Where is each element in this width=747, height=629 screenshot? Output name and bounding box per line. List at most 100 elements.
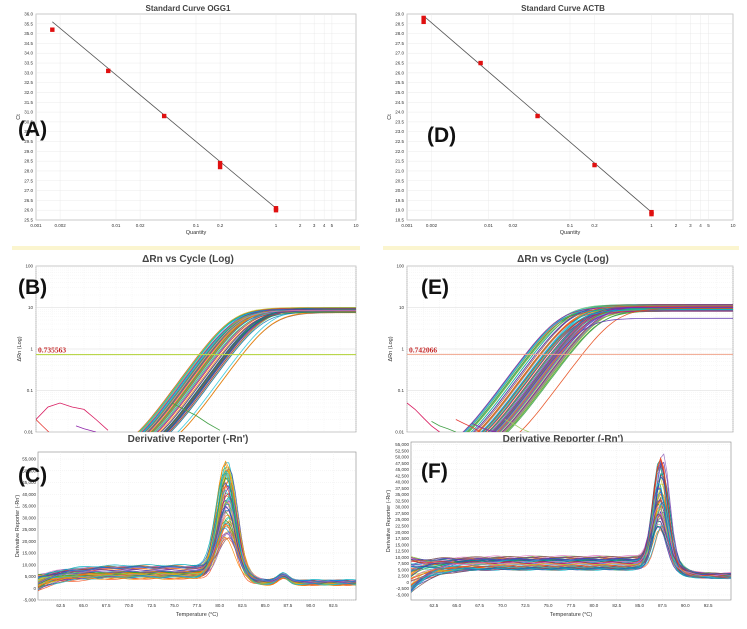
y-tick-label: -2,500 [396,586,409,591]
chart-svg: 25.526.026.527.027.528.028.529.029.530.0… [16,12,359,237]
y-tick-label: 34.5 [24,41,33,46]
y-tick-label: 33.5 [24,61,33,66]
y-tick-label: 40,000 [22,492,36,497]
y-tick-label: 26.5 [395,61,404,66]
y-tick-label: 29.0 [395,12,404,17]
y-tick-label: 29.5 [24,139,33,144]
y-tick-label: 31.0 [24,110,33,115]
y-tick-label: 0.1 [27,388,34,393]
y-axis-label: Derivative Reporter (-Rn') [15,495,21,558]
y-tick-label: 33.0 [24,70,33,75]
y-tick-label: 20,000 [22,539,36,544]
data-point [649,211,654,217]
threshold-label: 0.742066 [409,345,437,354]
y-tick-label: 21.0 [395,168,404,173]
y-tick-label: 31.5 [24,100,33,105]
x-tick-label: 92.5 [704,603,713,608]
amplification-curve [160,310,356,432]
x-tick-label: 1 [650,223,653,228]
chart-svg: 0.01 0.1 1 10 100 ΔRn (Log) 0.742066 [388,264,734,434]
data-point [217,160,223,166]
melt-curve [411,505,731,581]
y-tick-label: 52,500 [395,448,409,453]
y-tick-label: 32,500 [395,498,409,503]
data-point [217,164,223,170]
y-tick-label: 10,000 [395,555,409,560]
y-tick-label: 26.0 [24,208,33,213]
x-tick-label: 87.5 [658,603,667,608]
amplification-curve [145,310,356,432]
panel-standard-curve-actb: Standard Curve ACTB 18.5 19.0 19.5 20.0 20.5… [383,2,743,246]
y-tick-label: 5,000 [25,574,37,579]
melt-curve [38,505,356,583]
y-tick-label: 100 [396,264,404,269]
noise-trace [36,419,50,432]
y-tick-label: 100 [25,264,33,269]
y-tick-label: -5,000 [396,592,409,597]
y-tick-label: 0 [406,580,409,585]
melt-curve [38,470,356,586]
y-tick-label: 32.5 [24,80,33,85]
noise-trace [407,402,440,432]
panel-amplification-ogg1: ΔRn vs Cycle (Log) 0.01 0.1 1 10 100 ΔRn (Log… [12,252,364,434]
x-axis-label: Quantity [186,230,207,236]
y-axis-label: Ct [387,114,393,120]
panel-amplification-actb: ΔRn vs Cycle (Log) 0.01 0.1 1 10 100 ΔRn (Log… [383,252,743,434]
y-axis-label: ΔRn (Log) [17,336,23,361]
x-tick-label: 72.5 [147,603,156,608]
x-tick-label: 67.5 [102,603,111,608]
y-tick-label: 42,500 [395,473,409,478]
x-tick-label: 77.5 [193,603,202,608]
y-tick-label: 24.5 [395,100,404,105]
x-tick-label: 80.0 [589,603,598,608]
y-tick-label: 35,000 [22,504,36,509]
y-tick-label: 55,000 [395,442,409,447]
y-tick-label: 22.5 [395,139,404,144]
data-point [478,60,483,66]
y-tick-label: 25.5 [395,80,404,85]
noise-trace [455,419,481,432]
x-tick-label: 0.001 [401,223,413,228]
y-tick-label: 40,000 [395,480,409,485]
panel-label-C: (C) [18,464,48,487]
y-axis-label: ΔRn (Log) [388,336,394,361]
curve-group [36,307,356,432]
amplification-curve [165,307,356,432]
x-axis-label: Temperature (°C) [550,612,592,618]
amplification-curve [490,304,733,432]
melt-curve [38,477,356,585]
curve-group [407,304,733,432]
x-tick-label: 0.1 [567,223,574,228]
x-tick-label: 70.0 [124,603,133,608]
chart-title: Derivative Reporter (-Rn') [502,434,624,445]
x-tick-label: 0.002 [54,223,66,228]
melt-curve [38,460,356,587]
y-tick-label: 7,500 [398,561,410,566]
panel-label-B: (B) [18,276,48,299]
x-tick-label: 80.0 [215,603,224,608]
x-tick-label: 2 [299,223,302,228]
y-tick-label: 15,000 [395,542,409,547]
y-tick-label: 0.1 [398,388,405,393]
panel-melt-curve-ogg1: Derivative Reporter (-Rn') -5,000 0 5,000 1… [12,434,364,628]
amplification-curve [146,309,356,432]
y-tick-label: 20.5 [395,178,404,183]
amplification-curve [519,308,733,432]
noise-trace [504,419,530,432]
y-tick-label: 22.0 [395,149,404,154]
chart-svg: 0.01 0.1 1 10 100 ΔRn (Log) 0.735563 [17,264,357,434]
y-tick-label: 28.5 [24,159,33,164]
data-point [161,113,167,119]
data-point [421,15,426,21]
amplification-curve [481,309,733,432]
y-tick-label: 25,000 [22,527,36,532]
amplification-curve [467,305,733,432]
y-tick-label: 12,500 [395,549,409,554]
melt-curve [38,527,356,585]
y-tick-label: 25.5 [24,218,33,223]
x-tick-label: 77.5 [567,603,576,608]
noise-trace [472,423,497,432]
y-tick-label: 19.5 [395,198,404,203]
x-axis-label: Quantity [560,230,581,236]
y-tick-label: 20,000 [395,530,409,535]
